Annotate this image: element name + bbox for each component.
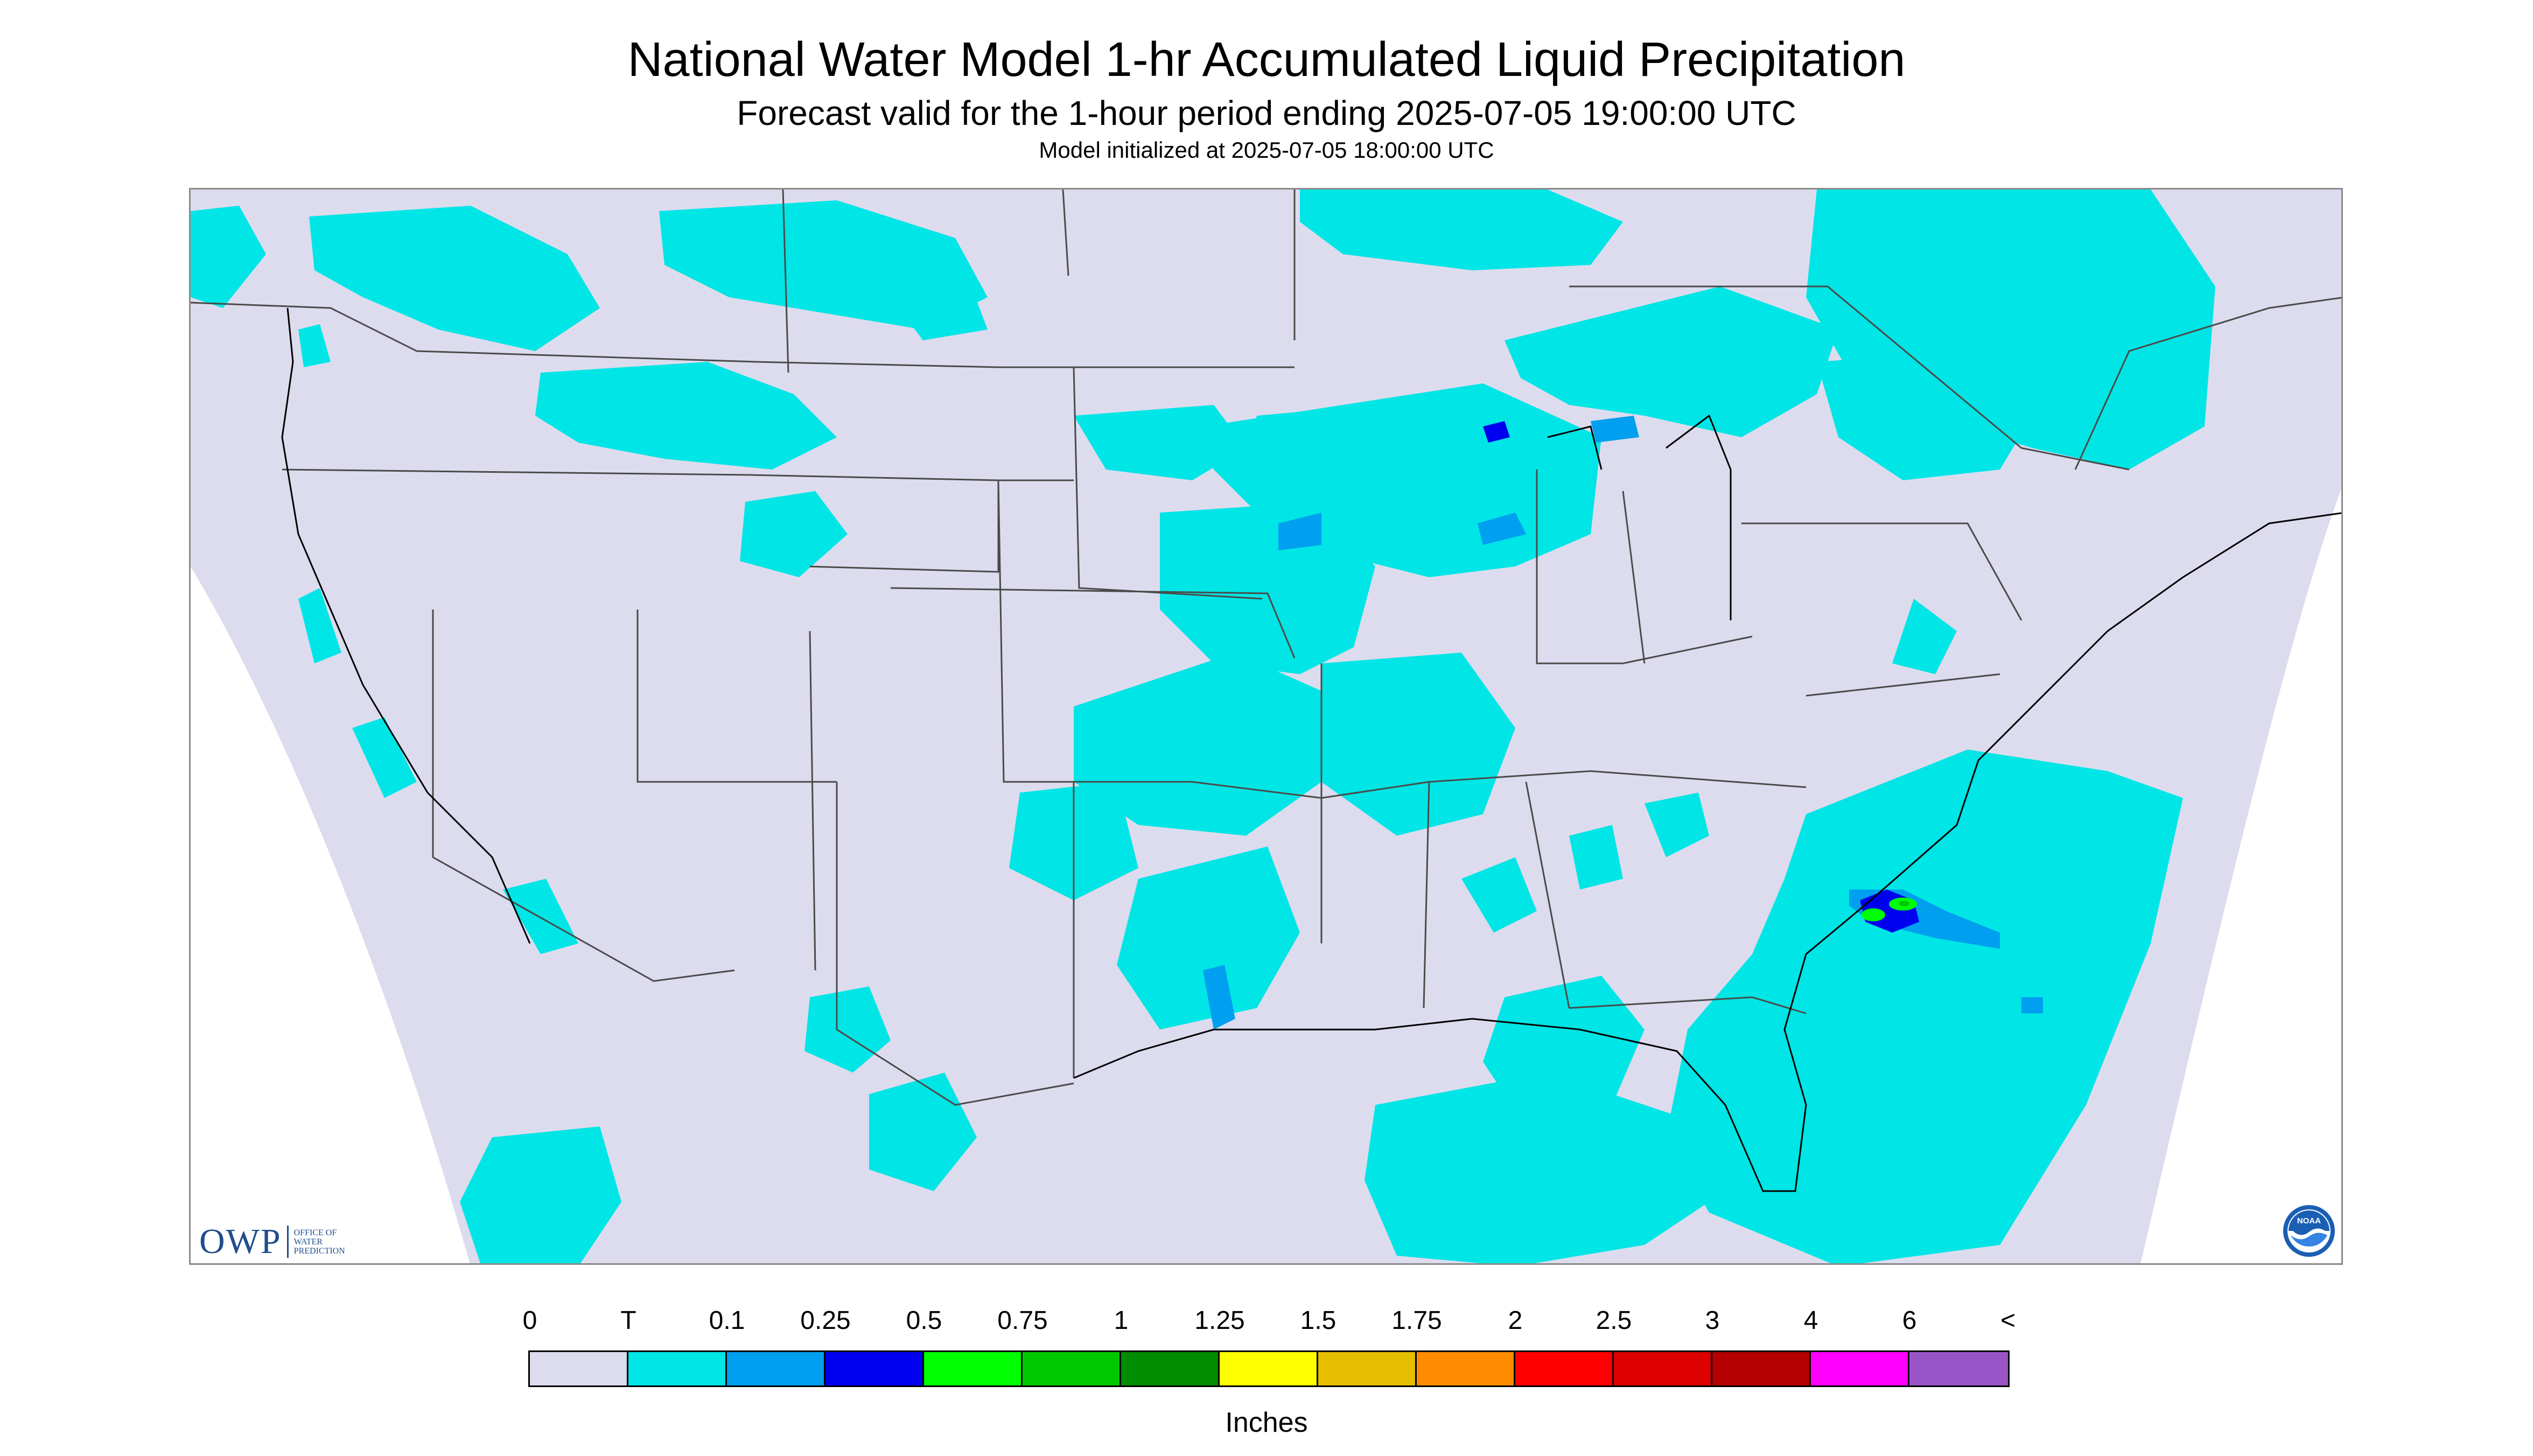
owp-org-name: Office of Water Prediction: [294, 1228, 345, 1256]
legend-units: Inches: [1225, 1407, 1308, 1438]
legend-swatch: [825, 1352, 924, 1385]
legend-swatch: [1023, 1352, 1121, 1385]
legend-swatch: [530, 1352, 628, 1385]
legend-swatch: [1811, 1352, 1909, 1385]
legend-label: 4: [1803, 1306, 1818, 1335]
precipitation-map: [189, 188, 2343, 1265]
legend-label: 1.25: [1194, 1306, 1245, 1335]
legend-swatch: [1220, 1352, 1318, 1385]
legend-swatch: [1909, 1352, 2008, 1385]
legend-label: 2: [1508, 1306, 1523, 1335]
legend-color-bar: [528, 1350, 2010, 1387]
owp-line-3: Prediction: [293, 1246, 345, 1256]
owp-divider: [286, 1226, 289, 1258]
legend-label: T: [620, 1306, 636, 1335]
noaa-text: NOAA: [2297, 1216, 2321, 1226]
legend-swatch: [727, 1352, 825, 1385]
noaa-logo: NOAA: [2282, 1204, 2336, 1258]
coastlines: [281, 307, 2341, 1192]
legend-label: 2.5: [1596, 1306, 1632, 1335]
forecast-valid-subtitle: Forecast valid for the 1-hour period end…: [737, 94, 1796, 132]
legend-label: 0.75: [997, 1306, 1048, 1335]
legend-swatch: [1417, 1352, 1515, 1385]
legend-labels: 0 T 0.1 0.25 0.5 0.75 1 1.25 1.5 1.75 2 2.5 3 4 6 <: [0, 1306, 2533, 1338]
legend-swatch: [1318, 1352, 1417, 1385]
legend-label: 0: [522, 1306, 537, 1335]
legend-label: 1.75: [1391, 1306, 1442, 1335]
legend-label: 0.25: [800, 1306, 851, 1335]
legend-swatch: [1121, 1352, 1220, 1385]
legend-label: 0.1: [709, 1306, 745, 1335]
legend-swatch: [1614, 1352, 1712, 1385]
political-boundaries: [191, 190, 2341, 1106]
legend-label: 6: [1902, 1306, 1917, 1335]
legend-label: 1: [1114, 1306, 1129, 1335]
map-title: National Water Model 1-hr Accumulated Li…: [627, 33, 1906, 87]
legend-label: 3: [1705, 1306, 1720, 1335]
trace-precip-layer: [191, 190, 2215, 1263]
owp-line-1: Office of: [293, 1228, 337, 1237]
model-init-text: Model initialized at 2025-07-05 18:00:00…: [1039, 137, 1494, 163]
legend-label: <: [2000, 1306, 2016, 1335]
owp-logo: OWP Office of Water Prediction: [199, 1221, 345, 1262]
legend-label: 1.5: [1300, 1306, 1337, 1335]
heavy-precip-cell: [1862, 898, 1917, 921]
legend-swatch: [628, 1352, 727, 1385]
owp-mark: OWP: [199, 1222, 282, 1261]
legend-swatch: [924, 1352, 1023, 1385]
legend-swatch: [1712, 1352, 1811, 1385]
legend-swatch: [1515, 1352, 1614, 1385]
legend-label: 0.5: [906, 1306, 942, 1335]
owp-line-2: Water: [293, 1237, 323, 1247]
